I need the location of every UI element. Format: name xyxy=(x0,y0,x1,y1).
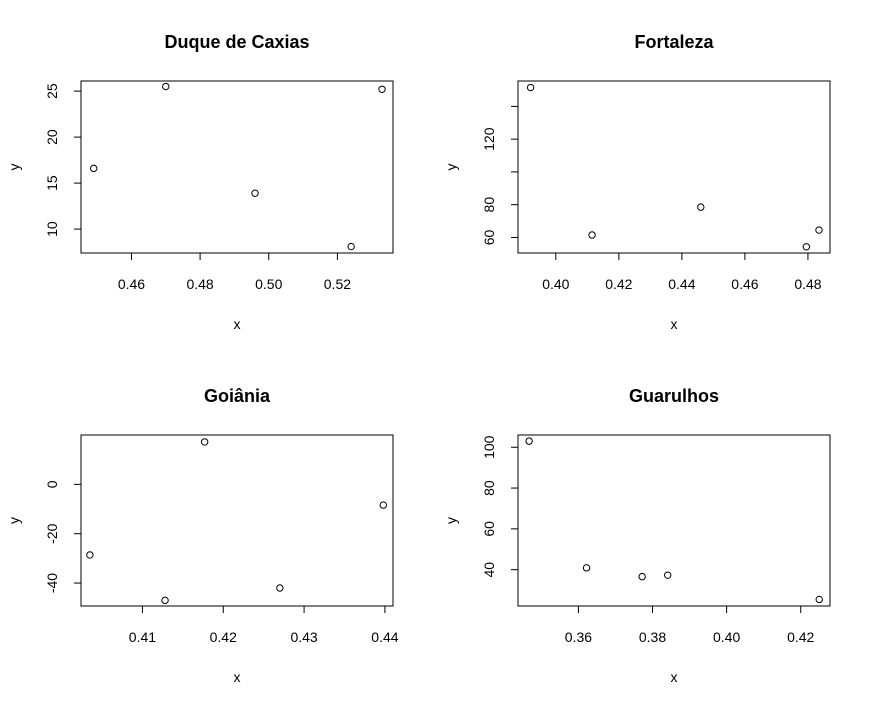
x-axis-label: x xyxy=(671,669,678,685)
data-point xyxy=(525,437,533,445)
y-tick-label: 60 xyxy=(481,229,497,245)
y-tick-label: 120 xyxy=(481,127,497,151)
y-tick-label: 25 xyxy=(44,83,60,99)
chart-title: Duque de Caxias xyxy=(164,32,309,52)
x-tick-label: 0.42 xyxy=(787,629,814,645)
plot-frame xyxy=(517,80,831,254)
data-point xyxy=(802,243,811,251)
y-axis-label: y xyxy=(443,164,459,171)
panel-4: Guarulhos 0.36 0.38 0.40 0.42 x 40 60 80 100 y xyxy=(443,386,831,685)
data-point xyxy=(664,571,672,579)
data-point xyxy=(379,501,388,509)
data-point xyxy=(588,231,596,239)
y-axis-label: y xyxy=(6,164,22,171)
x-tick-label: 0.38 xyxy=(639,629,666,645)
x-tick-label: 0.36 xyxy=(565,629,592,645)
plot-frame xyxy=(517,434,831,607)
panel-3: Goiânia 0.41 0.42 0.43 0.44 x -40 -20 0 y xyxy=(6,386,399,685)
y-tick-label: 80 xyxy=(481,480,497,496)
data-point xyxy=(161,596,169,605)
chart-title: Guarulhos xyxy=(629,386,719,406)
x-tick-label: 0.48 xyxy=(794,276,821,292)
y-axis-label: y xyxy=(443,517,459,524)
chart-title: Goiânia xyxy=(204,386,271,406)
x-tick-label: 0.50 xyxy=(255,276,282,292)
x-tick-label: 0.41 xyxy=(129,629,156,645)
data-point xyxy=(378,85,386,93)
x-tick-label: 0.44 xyxy=(668,276,695,292)
data-point xyxy=(347,242,355,251)
data-point xyxy=(200,438,209,446)
x-tick-label: 0.43 xyxy=(290,629,317,645)
data-point xyxy=(89,164,98,173)
x-tick-label: 0.48 xyxy=(186,276,213,292)
x-tick-label: 0.52 xyxy=(324,276,351,292)
data-point xyxy=(815,595,823,604)
x-tick-label: 0.46 xyxy=(731,276,758,292)
chart-title: Fortaleza xyxy=(634,32,714,52)
data-point xyxy=(582,564,591,572)
y-tick-label: 40 xyxy=(481,562,497,578)
x-axis-label: x xyxy=(234,316,241,332)
y-tick-label: 80 xyxy=(481,197,497,213)
x-axis-label: x xyxy=(234,669,241,685)
plot-frame xyxy=(80,80,394,254)
x-tick-label: 0.42 xyxy=(210,629,237,645)
x-tick-label: 0.44 xyxy=(371,629,398,645)
x-tick-label: 0.40 xyxy=(713,629,740,645)
y-tick-label: -40 xyxy=(44,573,60,593)
data-point xyxy=(276,584,284,592)
data-point xyxy=(638,572,646,581)
x-tick-label: 0.46 xyxy=(118,276,145,292)
data-point xyxy=(251,189,259,197)
panel-2: Fortaleza 0.40 0.42 0.44 0.46 0.48 x 60 80 120 y xyxy=(443,32,831,332)
data-point xyxy=(162,82,170,91)
panel-1: Duque de Caxias 0.46 0.48 0.50 0.52 x 10 15 20 25… xyxy=(6,32,394,332)
y-tick-label: 60 xyxy=(481,521,497,537)
y-tick-label: 0 xyxy=(44,480,60,488)
plot-frame xyxy=(80,434,394,607)
data-point xyxy=(815,226,823,234)
y-tick-label: 20 xyxy=(44,129,60,145)
data-point xyxy=(86,551,94,559)
y-tick-label: 15 xyxy=(44,175,60,191)
x-axis-label: x xyxy=(671,316,678,332)
x-tick-label: 0.40 xyxy=(542,276,569,292)
data-point xyxy=(697,203,705,211)
data-point xyxy=(526,83,535,92)
x-tick-label: 0.42 xyxy=(605,276,632,292)
y-tick-label: -20 xyxy=(44,523,60,543)
y-axis-label: y xyxy=(6,517,22,524)
y-tick-label: 10 xyxy=(44,221,60,237)
y-tick-label: 100 xyxy=(481,435,497,459)
